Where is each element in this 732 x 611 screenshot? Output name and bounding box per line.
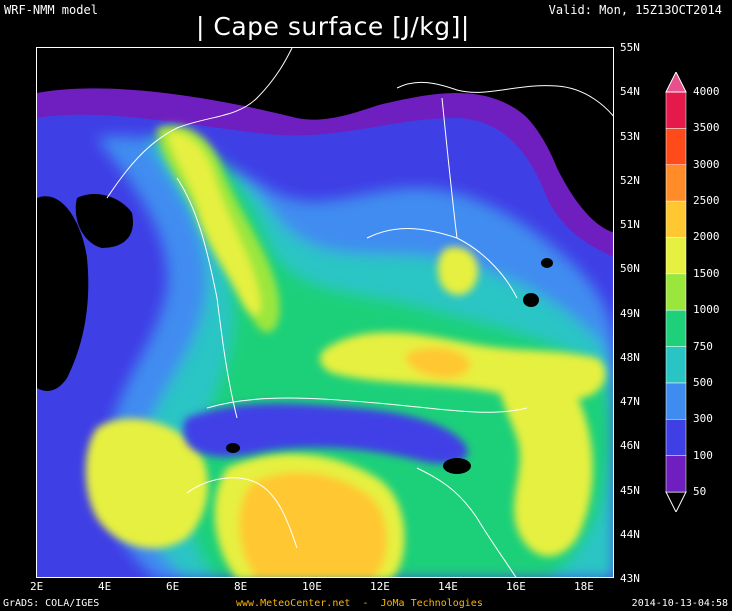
boundaries	[106, 48, 613, 577]
north-sea-black	[237, 48, 613, 228]
cape-region-1500-ridge-north	[167, 132, 261, 316]
lon-label: 4E	[98, 580, 112, 593]
coastline-baltic	[396, 81, 613, 117]
colorbar-swatch	[665, 91, 687, 129]
colorbar-level-label: 1000	[693, 303, 720, 317]
colorbar-level-label: 50	[693, 485, 707, 498]
colorbar-swatch	[665, 382, 687, 420]
colorbar-swatch	[665, 309, 687, 347]
colorbar-swatch	[665, 164, 687, 202]
footer-grads: GrADS: COLA/IGES	[3, 598, 100, 609]
colorbar-level-label: 4000	[693, 85, 720, 98]
ocean-channel	[75, 193, 133, 248]
lat-label: 52N	[620, 173, 640, 187]
lon-label: 12E	[370, 580, 390, 593]
lat-label: 54N	[620, 85, 640, 99]
lat-label: 44N	[620, 527, 640, 541]
border-france-germany	[176, 177, 238, 419]
colorbar-swatch	[665, 70, 687, 93]
lat-label: 48N	[620, 350, 640, 364]
coastline-north	[106, 48, 293, 199]
border-czech	[366, 228, 518, 299]
lon-label: 18E	[574, 580, 594, 593]
cape-min-poland	[523, 293, 539, 307]
colorbar-level-label: 750	[693, 339, 713, 353]
lat-label: 45N	[620, 483, 640, 497]
lon-label: 10E	[302, 580, 322, 593]
cape-region-2000-italy	[239, 472, 387, 577]
lat-label: 51N	[620, 218, 640, 231]
cape-min-slovakia	[541, 258, 553, 268]
cape-map	[36, 47, 614, 578]
colorbar-level-label: 500	[693, 375, 713, 389]
cape-region-1500-west	[85, 418, 208, 549]
colorbar-svg	[665, 70, 687, 514]
colorbar-swatch	[665, 128, 687, 165]
colorbar-swatch	[665, 237, 687, 275]
lat-label: 55N	[620, 41, 640, 54]
coastline-adriatic	[416, 467, 517, 577]
cape-field-svg	[37, 48, 613, 577]
valid-time-label: Valid: Mon, 15Z13OCT2014	[548, 3, 722, 17]
cape-min-western-alps	[226, 443, 240, 453]
colorbar-swatch	[665, 200, 687, 238]
ocean-atlantic	[37, 196, 89, 391]
cape-region-1500-balkans	[498, 355, 593, 557]
lat-label: 49N	[620, 306, 640, 320]
colorbar-level-label: 3500	[693, 121, 720, 135]
colorbar	[664, 70, 688, 514]
colorbar-swatch	[665, 419, 687, 456]
colorbar-swatch	[665, 273, 687, 311]
lat-label: 43N	[620, 572, 640, 585]
cape-min-adriatic	[443, 458, 471, 474]
colorbar-level-label: 2500	[693, 194, 720, 208]
footer-timestamp: 2014-10-13-04:58	[631, 598, 728, 609]
lon-label: 8E	[234, 580, 248, 593]
border-germany-poland	[441, 97, 458, 239]
lon-label: 14E	[438, 580, 458, 593]
colorbar-level-label: 1500	[693, 266, 720, 280]
colorbar-swatch	[665, 491, 687, 514]
lon-label: 2E	[30, 580, 44, 593]
lat-label: 53N	[620, 129, 640, 143]
colorbar-swatch	[665, 346, 687, 384]
footer-credit: www.MeteoCenter.net - JoMa Technologies	[236, 598, 483, 609]
lon-label: 6E	[166, 580, 180, 593]
lon-label: 16E	[506, 580, 526, 593]
model-label: WRF-NMM model	[4, 3, 98, 17]
colorbar-swatch	[665, 455, 687, 493]
cape-region-alps-low	[183, 403, 468, 464]
colorbar-level-label: 100	[693, 448, 713, 462]
colorbar-level-label: 2000	[693, 230, 720, 244]
colorbar-level-label: 300	[693, 412, 713, 426]
cape-region-1500-poland	[437, 247, 478, 296]
coastline-ligurian	[186, 477, 298, 549]
lat-label: 47N	[620, 395, 640, 408]
cape-region-2000-danube	[406, 347, 471, 379]
colorbar-level-label: 3000	[693, 157, 720, 171]
lat-label: 50N	[620, 262, 640, 276]
map-title: | Cape surface [J/kg]|	[196, 12, 470, 41]
lat-label: 46N	[620, 439, 640, 453]
border-alps	[206, 397, 528, 413]
